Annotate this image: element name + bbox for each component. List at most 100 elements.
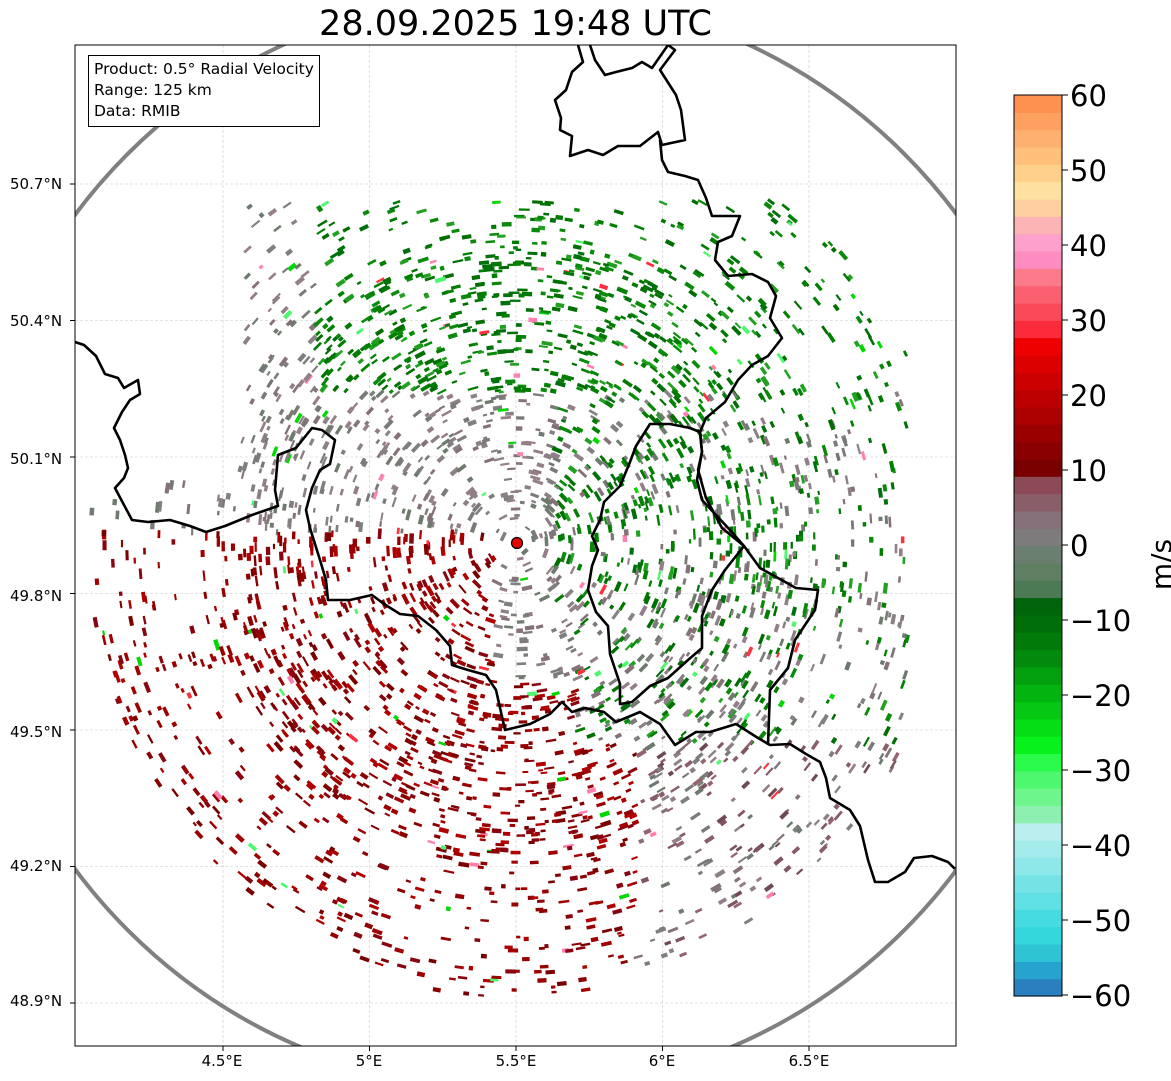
echo-gate: [686, 466, 693, 478]
echo-gate: [335, 278, 346, 288]
echo-gate: [350, 872, 357, 878]
echo-gate: [454, 965, 464, 970]
echo-gate: [442, 272, 455, 280]
echo-gate: [549, 466, 559, 474]
echo-gate: [518, 208, 530, 211]
echo-gate: [509, 299, 521, 302]
echo-gate: [522, 630, 533, 635]
echo-gate: [827, 816, 834, 823]
echo-gate: [548, 880, 555, 884]
echo-gate: [511, 860, 518, 864]
echo-gate: [491, 273, 498, 279]
echo-gate: [627, 766, 638, 775]
echo-gate: [266, 378, 274, 389]
lat-tick-label: 48.9°N: [10, 992, 63, 1010]
echo-gate: [343, 912, 354, 921]
echo-gate: [695, 752, 704, 761]
echo-gate: [335, 774, 344, 782]
echo-gate: [620, 959, 628, 965]
echo-gate: [624, 295, 633, 303]
echo-gate: [883, 661, 890, 671]
echo-gate: [890, 482, 895, 490]
echo-gate: [735, 613, 741, 619]
echo-gate: [631, 803, 639, 809]
echo-gate: [101, 530, 107, 537]
echo-gate: [275, 581, 280, 590]
echo-gate: [461, 234, 472, 240]
echo-gate: [689, 811, 701, 821]
echo-gate: [515, 248, 522, 252]
echo-gate: [435, 846, 447, 853]
echo-gate: [679, 264, 687, 271]
colorbar-segment: [1014, 944, 1062, 962]
echo-gate: [294, 502, 298, 508]
echo-gate: [499, 586, 508, 593]
echo-gate: [379, 609, 385, 616]
echo-gate: [600, 551, 606, 557]
echo-gate: [821, 325, 829, 335]
echo-gate: [226, 644, 234, 657]
echo-gate: [490, 749, 496, 753]
echo-gate: [605, 743, 611, 748]
echo-gate: [672, 475, 679, 482]
echo-gate: [243, 272, 252, 280]
echo-gate: [477, 625, 486, 631]
echo-gate: [435, 369, 443, 375]
echo-gate: [281, 652, 288, 660]
echo-gate: [292, 512, 297, 519]
echo-gate: [773, 623, 780, 633]
echo-gate: [518, 676, 525, 680]
echo-gate: [429, 898, 435, 903]
echo-gate: [516, 834, 526, 837]
echo-gate: [618, 397, 626, 404]
echo-gate: [265, 556, 271, 566]
echo-gate: [792, 387, 799, 396]
echo-gate: [433, 796, 441, 803]
echo-gate: [862, 522, 867, 527]
colorbar-segment: [1014, 770, 1062, 789]
echo-gate: [332, 788, 339, 795]
echo-gate: [460, 359, 472, 365]
radar-site-marker[interactable]: [510, 536, 524, 550]
echo-gate: [400, 528, 404, 534]
echo-gate: [513, 347, 519, 351]
echo-gate: [491, 975, 502, 980]
echo-gate: [483, 804, 492, 809]
echo-gate: [510, 613, 517, 617]
echo-gate: [583, 240, 593, 246]
echo-gate: [133, 557, 137, 564]
colorbar-segment: [1014, 250, 1062, 269]
echo-gate: [810, 773, 819, 782]
echo-gate: [745, 520, 751, 528]
echo-gate: [322, 415, 330, 425]
echo-gate: [776, 833, 785, 842]
echo-gate: [516, 628, 524, 634]
echo-gate: [607, 954, 614, 958]
echo-gate: [837, 555, 841, 560]
echo-gate: [714, 615, 722, 626]
echo-gate: [191, 651, 196, 659]
echo-gate: [500, 840, 509, 845]
echo-gate: [749, 885, 757, 892]
echo-gate: [508, 291, 520, 295]
echo-gate: [536, 267, 545, 271]
echo-gate: [282, 621, 289, 632]
echo-gate: [94, 578, 100, 586]
echo-gate: [289, 567, 295, 574]
echo-gate: [415, 705, 420, 711]
echo-gate: [516, 935, 521, 939]
echo-gate: [754, 353, 765, 364]
lat-tick-label: 50.4°N: [10, 312, 63, 330]
echo-gate: [228, 846, 238, 855]
echo-gate: [396, 761, 405, 768]
echo-gate: [667, 642, 676, 652]
echo-gate: [717, 897, 728, 906]
echo-gate: [343, 696, 352, 704]
echo-gate: [712, 679, 718, 686]
echo-gate: [673, 764, 683, 772]
echo-gate: [402, 247, 411, 255]
echo-gate: [622, 455, 629, 461]
echo-gate: [245, 384, 252, 392]
echo-gate: [733, 876, 741, 883]
echo-gate: [267, 354, 274, 361]
